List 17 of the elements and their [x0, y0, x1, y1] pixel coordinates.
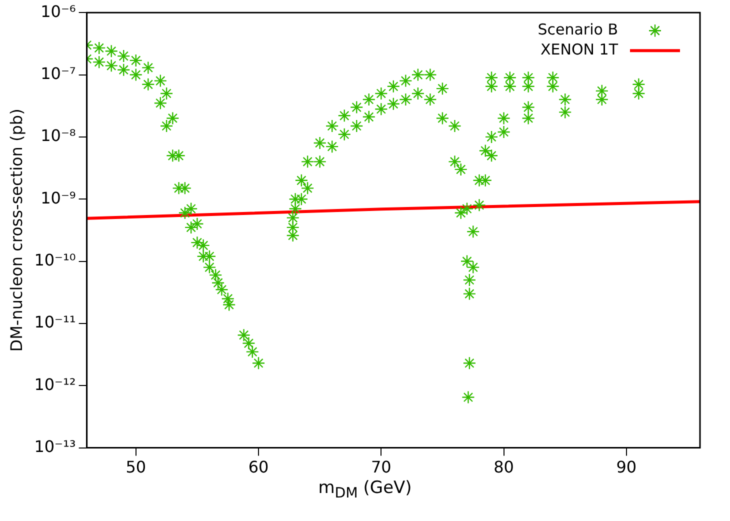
- y-tick-label: 10⁻⁶: [40, 2, 76, 21]
- y-tick-label: 10⁻¹²: [34, 374, 76, 394]
- y-tick-label: 10⁻⁹: [40, 188, 76, 208]
- x-tick-label: 50: [126, 458, 146, 477]
- y-tick-label: 10⁻¹¹: [34, 312, 76, 332]
- y-axis-title: DM-nucleon cross-section (pb): [6, 108, 26, 352]
- legend-label: Scenario B: [538, 20, 618, 38]
- y-tick-label: 10⁻¹⁰: [34, 250, 76, 270]
- y-tick-label: 10⁻⁷: [40, 64, 76, 83]
- x-tick-label: 80: [494, 458, 514, 477]
- y-tick-label: 10⁻¹³: [34, 436, 76, 456]
- x-tick-label: 70: [370, 458, 392, 477]
- legend-label: XENON 1T: [540, 40, 619, 58]
- x-tick-label: 90: [616, 458, 637, 477]
- x-tick-label: 60: [248, 458, 269, 477]
- x-axis-title: m$_{DM}$ (GeV): [317, 478, 413, 502]
- y-tick-label: 10⁻⁸: [40, 126, 76, 146]
